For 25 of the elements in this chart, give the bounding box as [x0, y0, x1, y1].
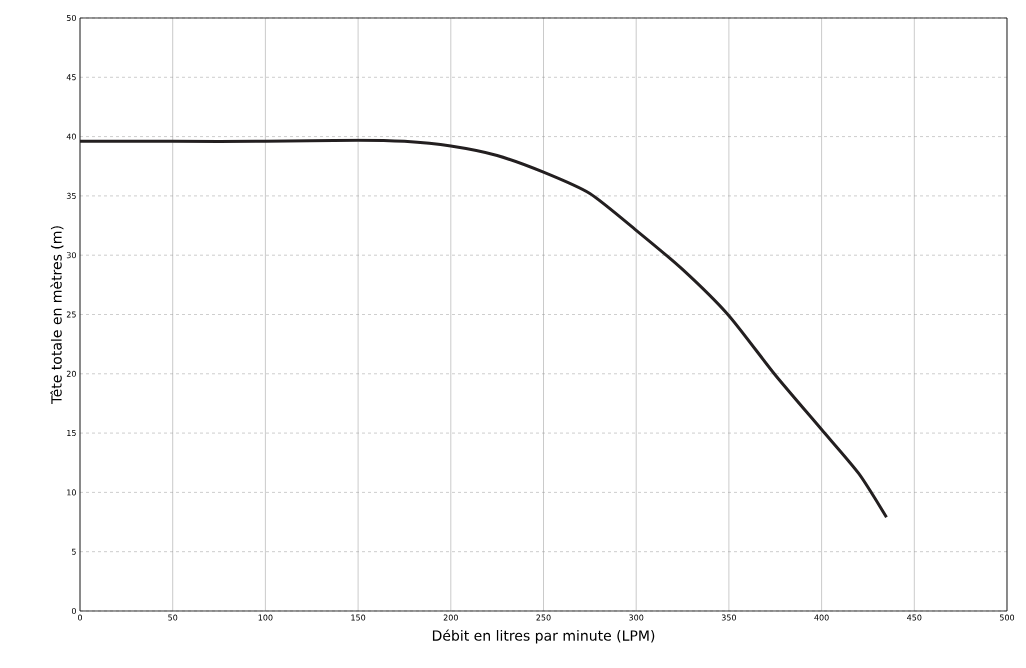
y-tick-label: 25 [66, 311, 76, 318]
x-tick-label: 350 [721, 614, 736, 621]
x-tick-label: 200 [443, 614, 458, 621]
y-tick-label: 0 [71, 607, 76, 615]
x-tick-label: 0 [77, 614, 83, 621]
y-tick-label: 40 [66, 133, 76, 140]
y-tick-label: 10 [67, 489, 76, 496]
y-tick-label: 35 [66, 192, 76, 199]
x-tick-label: 150 [351, 614, 366, 621]
line-series [80, 138, 888, 519]
y-axis-title: Tête totale en mètres (m) [50, 226, 64, 404]
x-tick-label: 50 [168, 614, 178, 621]
x-tick-label: 450 [907, 614, 922, 621]
y-tick-label: 50 [66, 14, 76, 22]
x-tick-label: 250 [536, 614, 551, 621]
x-tick-label: 500 [999, 614, 1015, 621]
x-tick-label: 100 [258, 614, 273, 621]
y-tick-label: 20 [66, 370, 76, 377]
y-tick-label: 15 [67, 430, 76, 437]
y-tick-label: 30 [66, 252, 76, 259]
x-axis-title: Débit en litres par minute (LPM) [432, 629, 655, 644]
x-tick-label: 400 [814, 614, 829, 621]
x-tick-label: 300 [629, 614, 644, 621]
y-tick-label: 45 [66, 74, 76, 81]
y-tick-label: 5 [71, 548, 76, 555]
